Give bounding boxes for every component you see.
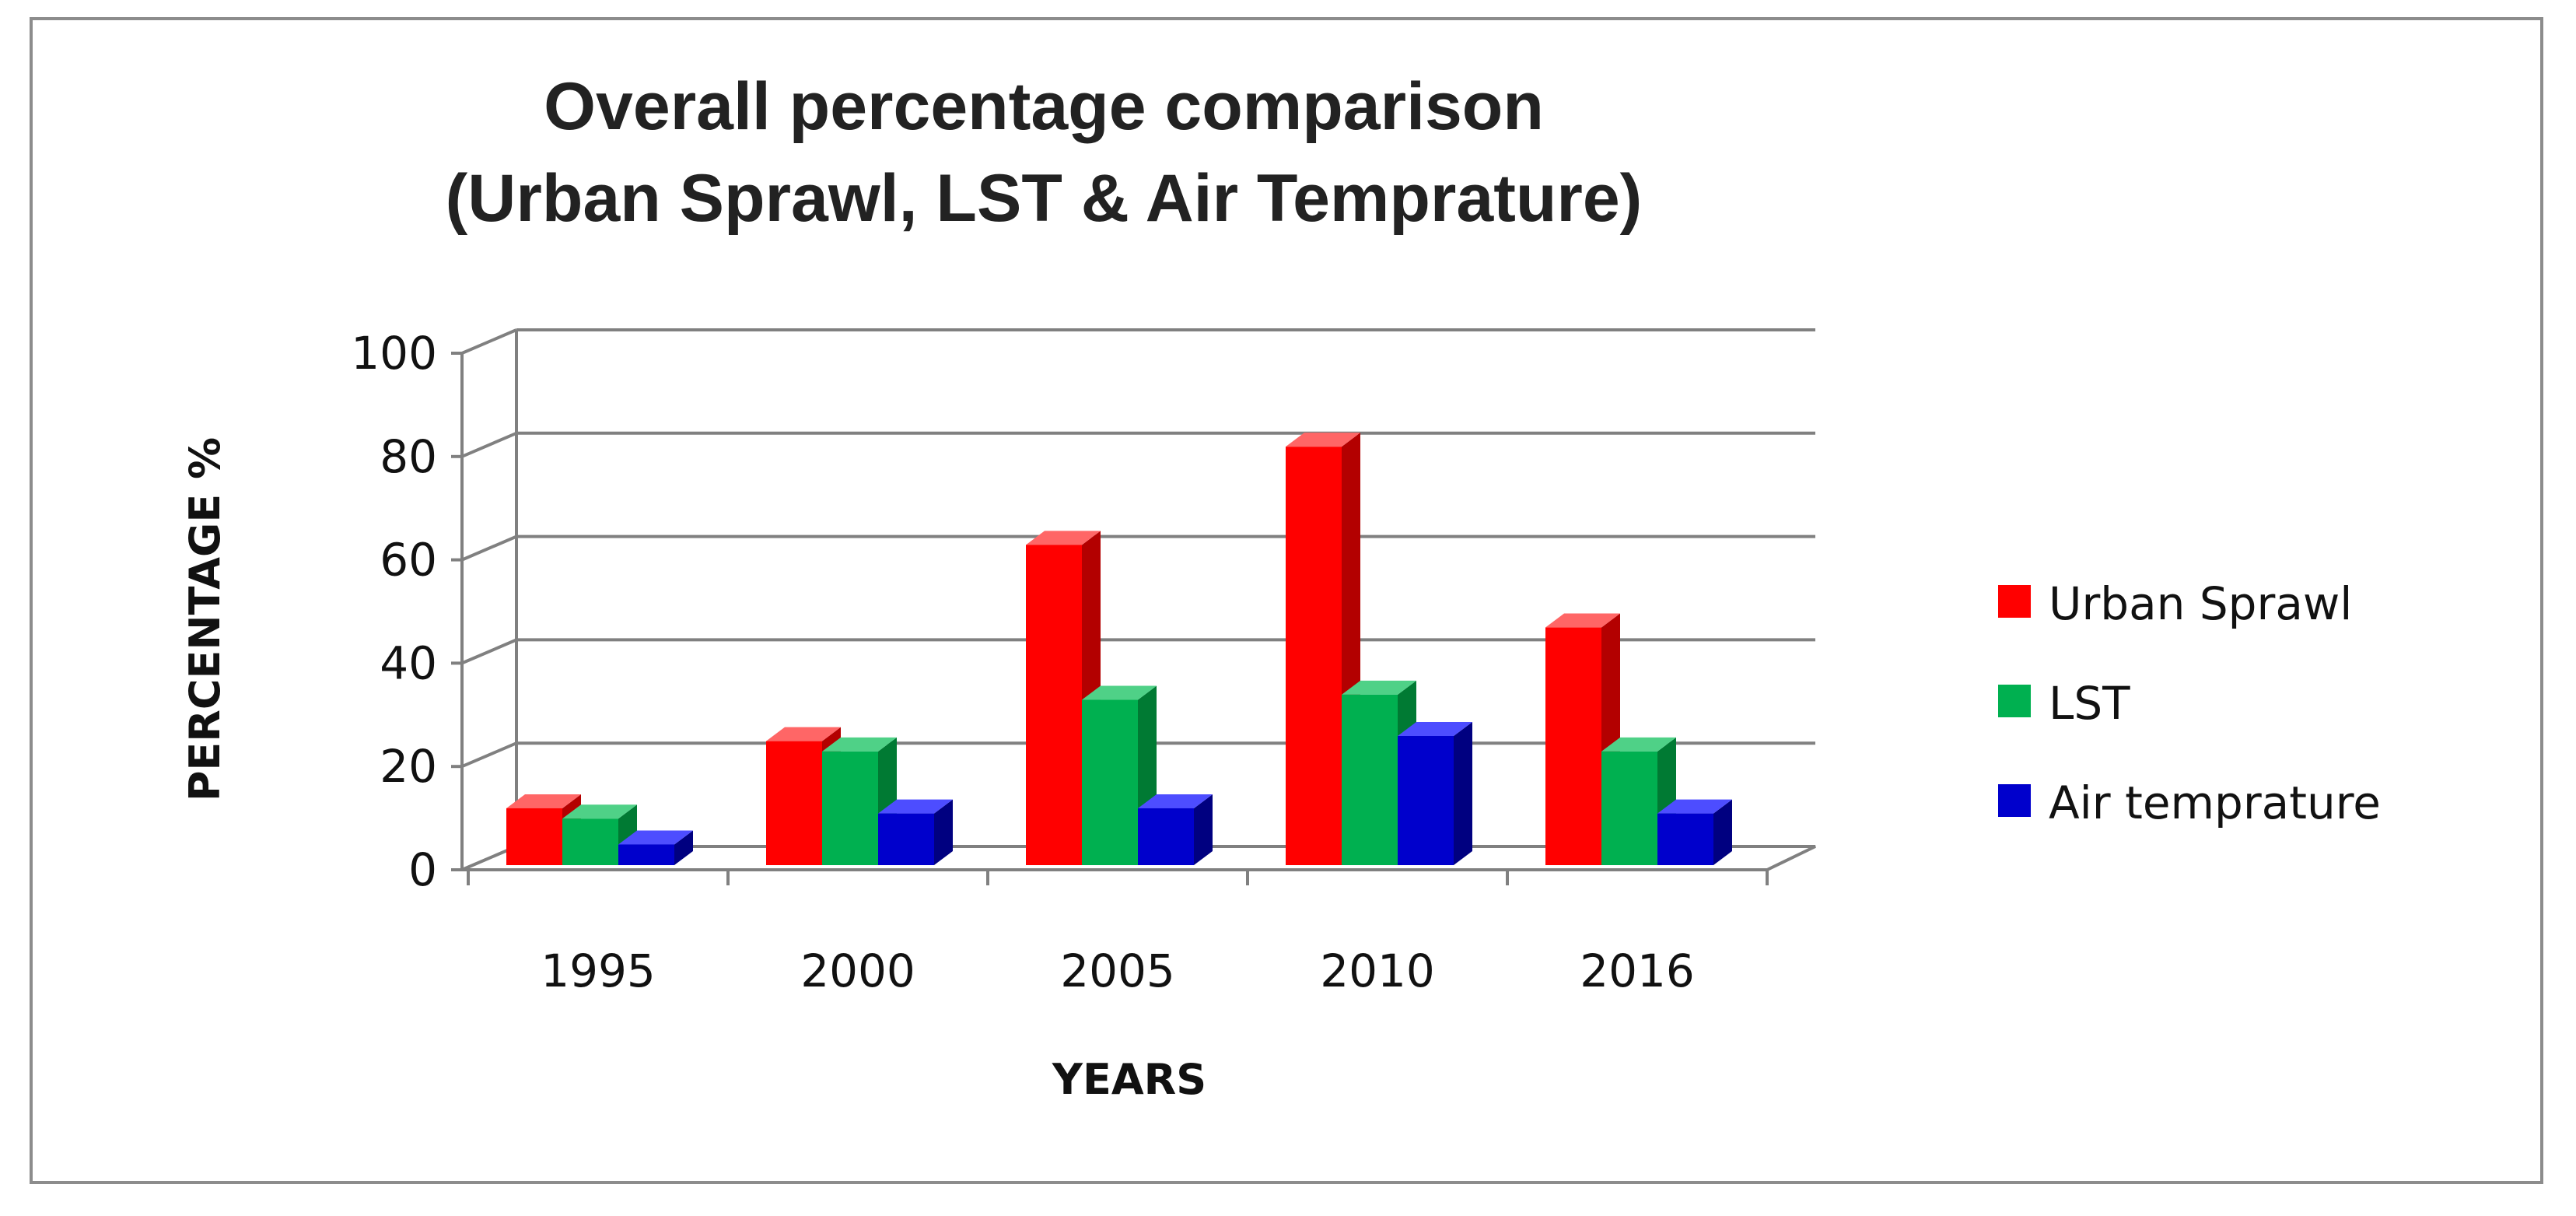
bar-front: [766, 741, 822, 865]
y-tick-label: 20: [380, 740, 437, 793]
y-tick-label: 40: [380, 636, 437, 689]
bar-front: [1545, 627, 1601, 865]
bar-top: [1601, 737, 1676, 752]
bar-front: [1026, 545, 1082, 865]
chart-title-line-1: Overall percentage comparison: [544, 69, 1544, 144]
bar-top: [1138, 794, 1213, 808]
legend-label-1: LST: [2049, 677, 2130, 730]
y-tick-label: 0: [408, 843, 437, 896]
bars: [506, 433, 1732, 865]
gridline-side-3: [461, 534, 517, 562]
bar-top: [1342, 680, 1416, 695]
legend-label-0: Urban Sprawl: [2049, 577, 2352, 630]
bar-front: [878, 813, 934, 865]
bar-side: [934, 799, 953, 865]
bar-air-temprature-2010: [1398, 722, 1472, 865]
x-tick-label: 2005: [1060, 944, 1175, 997]
chart-title-line-2: (Urban Sprawl, LST & Air Temprature): [446, 161, 1643, 236]
bar-air-temprature-2016: [1657, 799, 1732, 865]
gridline-side-2: [461, 638, 517, 665]
x-tick-label: 1995: [541, 944, 656, 997]
bar-top: [506, 794, 581, 808]
bar-top: [618, 830, 693, 845]
bar-top: [822, 737, 897, 752]
bar-front: [1601, 751, 1657, 865]
bar-top: [1657, 799, 1732, 814]
bar-front: [1342, 694, 1398, 865]
legend-swatch-2: [1998, 784, 2031, 817]
y-axis-title: PERCENTAGE %: [180, 437, 229, 801]
gridline-side-5: [461, 328, 517, 355]
y-tick-labels: 0 20 40 60 80 100: [351, 327, 437, 896]
bar-side: [1454, 722, 1472, 865]
bar-front: [618, 844, 674, 865]
bar-front: [1138, 808, 1194, 865]
x-tick-label: 2010: [1320, 944, 1435, 997]
bar-lst-1995: [562, 804, 637, 865]
bar-top: [1545, 613, 1620, 628]
bar-front: [1657, 813, 1713, 865]
bar-front: [1398, 736, 1454, 865]
x-tick-label: 2016: [1580, 944, 1695, 997]
y-tick-label: 80: [380, 430, 437, 483]
bar-air-temprature-2005: [1138, 794, 1213, 865]
bar-side: [1713, 799, 1732, 865]
bar-front: [822, 751, 878, 865]
chart-frame: Overall percentage comparison (Urban Spr…: [30, 17, 2543, 1184]
legend-label-2: Air temprature: [2049, 776, 2381, 829]
bar-front: [1082, 699, 1138, 865]
bar-top: [1398, 722, 1472, 736]
x-axis-title: YEARS: [1052, 1055, 1206, 1104]
bar-top: [878, 799, 953, 814]
gridline-side-1: [461, 741, 517, 769]
x-tick-labels: 1995 2000 2005 2010 2016: [541, 944, 1695, 997]
bar-top: [1026, 531, 1101, 545]
legend-swatch-0: [1998, 585, 2031, 618]
y-tick-label: 60: [380, 534, 437, 587]
gridline-side-4: [461, 431, 517, 458]
chart-svg: Overall percentage comparison (Urban Spr…: [180, 69, 2381, 1104]
bar-air-temprature-1995: [618, 830, 693, 865]
bar-front: [562, 818, 618, 865]
bar-top: [1082, 685, 1157, 700]
chart-title: Overall percentage comparison (Urban Spr…: [446, 69, 1643, 236]
bar-front: [1286, 447, 1342, 865]
y-tick-label: 100: [351, 327, 437, 380]
legend-swatch-1: [1998, 685, 2031, 717]
bar-side: [1194, 794, 1213, 865]
bar-top: [766, 727, 841, 741]
bar-side: [674, 830, 693, 865]
x-tick-label: 2000: [800, 944, 915, 997]
legend: Urban Sprawl LST Air temprature: [1998, 577, 2381, 829]
bar-air-temprature-2000: [878, 799, 953, 865]
bar-top: [1286, 433, 1360, 447]
bar-top: [562, 804, 637, 819]
bar-front: [506, 808, 562, 865]
